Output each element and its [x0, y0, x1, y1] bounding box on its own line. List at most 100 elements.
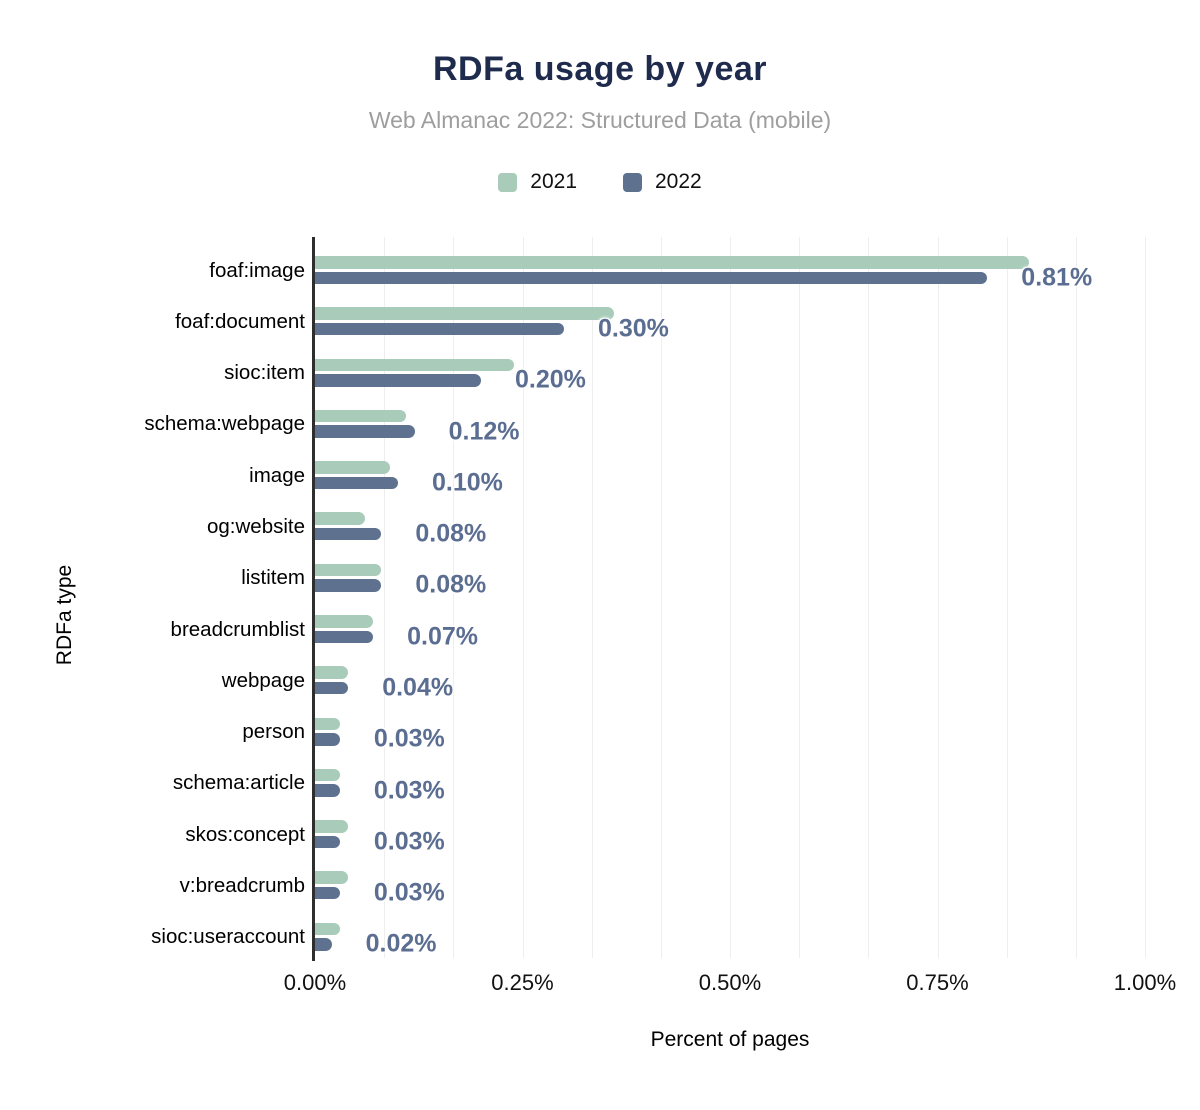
- chart-subtitle: Web Almanac 2022: Structured Data (mobil…: [368, 107, 832, 133]
- value-label: 0.08%: [415, 570, 487, 599]
- category-label: skos:concept: [185, 822, 305, 846]
- chart-row: 0.02%: [315, 904, 1145, 958]
- gridline: [453, 237, 455, 958]
- legend-swatch: [498, 172, 518, 192]
- legend-label: 2022: [655, 170, 702, 193]
- bar-2021[interactable]: [315, 768, 340, 782]
- chart-row: 0.08%: [315, 493, 1145, 548]
- chart-title: RDFa usage by year: [432, 50, 768, 88]
- legend: 2021 2022: [0, 170, 1200, 194]
- category-label: breadcrumblist: [170, 617, 305, 641]
- bar-2021[interactable]: [315, 307, 614, 320]
- gridline: [1006, 237, 1008, 958]
- value-label: 0.02%: [365, 929, 437, 958]
- plot-area: 0.81% 0.30% 0.20% 0.12% 0.10% 0.08% 0.08% 0.07%…: [315, 237, 1146, 958]
- bar-2022[interactable]: [315, 579, 382, 592]
- gridline: [591, 237, 593, 958]
- category-label: listitem: [241, 566, 305, 590]
- bar-2021[interactable]: [315, 256, 1029, 269]
- bar-2021[interactable]: [315, 820, 349, 833]
- category-label: schema:webpage: [144, 412, 305, 436]
- value-label: 0.03%: [373, 776, 445, 805]
- value-label: 0.81%: [1021, 263, 1093, 292]
- x-axis-title: Percent of pages: [650, 1028, 810, 1051]
- gridline: [660, 237, 662, 958]
- y-axis-line: [312, 237, 315, 961]
- value-label: 0.03%: [373, 724, 445, 753]
- chart-row: 0.10%: [315, 442, 1145, 496]
- category-label: webpage: [221, 668, 305, 692]
- value-label: 0.20%: [515, 365, 586, 394]
- chart-row: 0.03%: [315, 801, 1145, 855]
- x-tick-label: 0.00%: [283, 970, 347, 995]
- category-label: schema:article: [172, 771, 305, 795]
- bar-2022[interactable]: [315, 527, 382, 541]
- gridline: [522, 237, 524, 958]
- category-label: og:website: [206, 514, 305, 538]
- gridline: [937, 237, 939, 958]
- x-tick-label: 0.25%: [491, 970, 554, 995]
- category-label: person: [242, 720, 305, 744]
- chart-row: 0.30%: [315, 288, 1145, 343]
- y-axis-title: RDFa type: [53, 564, 76, 666]
- category-label: foaf:document: [175, 309, 305, 333]
- gridline: [384, 237, 386, 958]
- bar-2022[interactable]: [315, 784, 340, 797]
- bar-2022[interactable]: [315, 681, 349, 695]
- legend-swatch: [623, 172, 642, 192]
- chart-row: 0.08%: [315, 545, 1145, 599]
- bar-2021[interactable]: [315, 615, 374, 628]
- value-label: 0.04%: [382, 673, 454, 702]
- value-label: 0.03%: [373, 827, 445, 856]
- bar-2022[interactable]: [315, 733, 340, 746]
- bar-2021[interactable]: [315, 666, 349, 679]
- value-label: 0.10%: [432, 468, 503, 497]
- gridline: [868, 237, 870, 958]
- bar-2021[interactable]: [315, 512, 365, 525]
- legend-item-2022[interactable]: 2022: [623, 170, 702, 194]
- chart-row: 0.07%: [315, 596, 1145, 650]
- bar-2021[interactable]: [315, 717, 340, 731]
- category-label: sioc:item: [224, 361, 305, 385]
- gridline: [1145, 237, 1146, 958]
- x-tick-label: 0.75%: [906, 970, 969, 995]
- value-label: 0.08%: [415, 519, 487, 548]
- value-label: 0.07%: [407, 622, 478, 651]
- chart-row: 0.04%: [315, 647, 1145, 702]
- bar-2022[interactable]: [315, 630, 374, 643]
- bar-2022[interactable]: [315, 322, 564, 336]
- bar-2022[interactable]: [315, 938, 332, 951]
- x-tick-label: 1.00%: [1113, 970, 1177, 995]
- bar-2022[interactable]: [315, 374, 481, 387]
- bar-2021[interactable]: [315, 922, 340, 936]
- legend-label: 2021: [530, 170, 577, 193]
- bar-2022[interactable]: [315, 886, 340, 900]
- gridline: [730, 237, 731, 958]
- gridline: [1075, 237, 1077, 958]
- category-label: foaf:image: [209, 258, 305, 282]
- chart-row: 0.03%: [315, 852, 1145, 907]
- chart-row: 0.12%: [315, 391, 1145, 445]
- category-label: sioc:useraccount: [151, 925, 305, 949]
- chart-row: 0.03%: [315, 699, 1145, 753]
- bar-2021[interactable]: [315, 871, 349, 884]
- legend-item-2021[interactable]: 2021: [498, 170, 577, 194]
- bar-2022[interactable]: [315, 425, 415, 438]
- value-label: 0.30%: [598, 314, 669, 343]
- category-label: v:breadcrumb: [179, 873, 305, 897]
- bar-2022[interactable]: [315, 835, 340, 849]
- x-tick-label: 0.50%: [698, 970, 762, 995]
- value-label: 0.03%: [373, 878, 445, 907]
- chart-row: 0.81%: [315, 237, 1145, 291]
- bar-2022[interactable]: [315, 271, 988, 284]
- gridline: [799, 237, 801, 958]
- bar-2021[interactable]: [315, 461, 390, 474]
- bar-2022[interactable]: [315, 476, 398, 490]
- category-label: image: [249, 463, 305, 487]
- bar-2021[interactable]: [315, 358, 515, 372]
- bar-2021[interactable]: [315, 409, 407, 423]
- chart-row: 0.03%: [315, 750, 1145, 804]
- bar-2021[interactable]: [315, 563, 382, 577]
- chart-row: 0.20%: [315, 340, 1145, 394]
